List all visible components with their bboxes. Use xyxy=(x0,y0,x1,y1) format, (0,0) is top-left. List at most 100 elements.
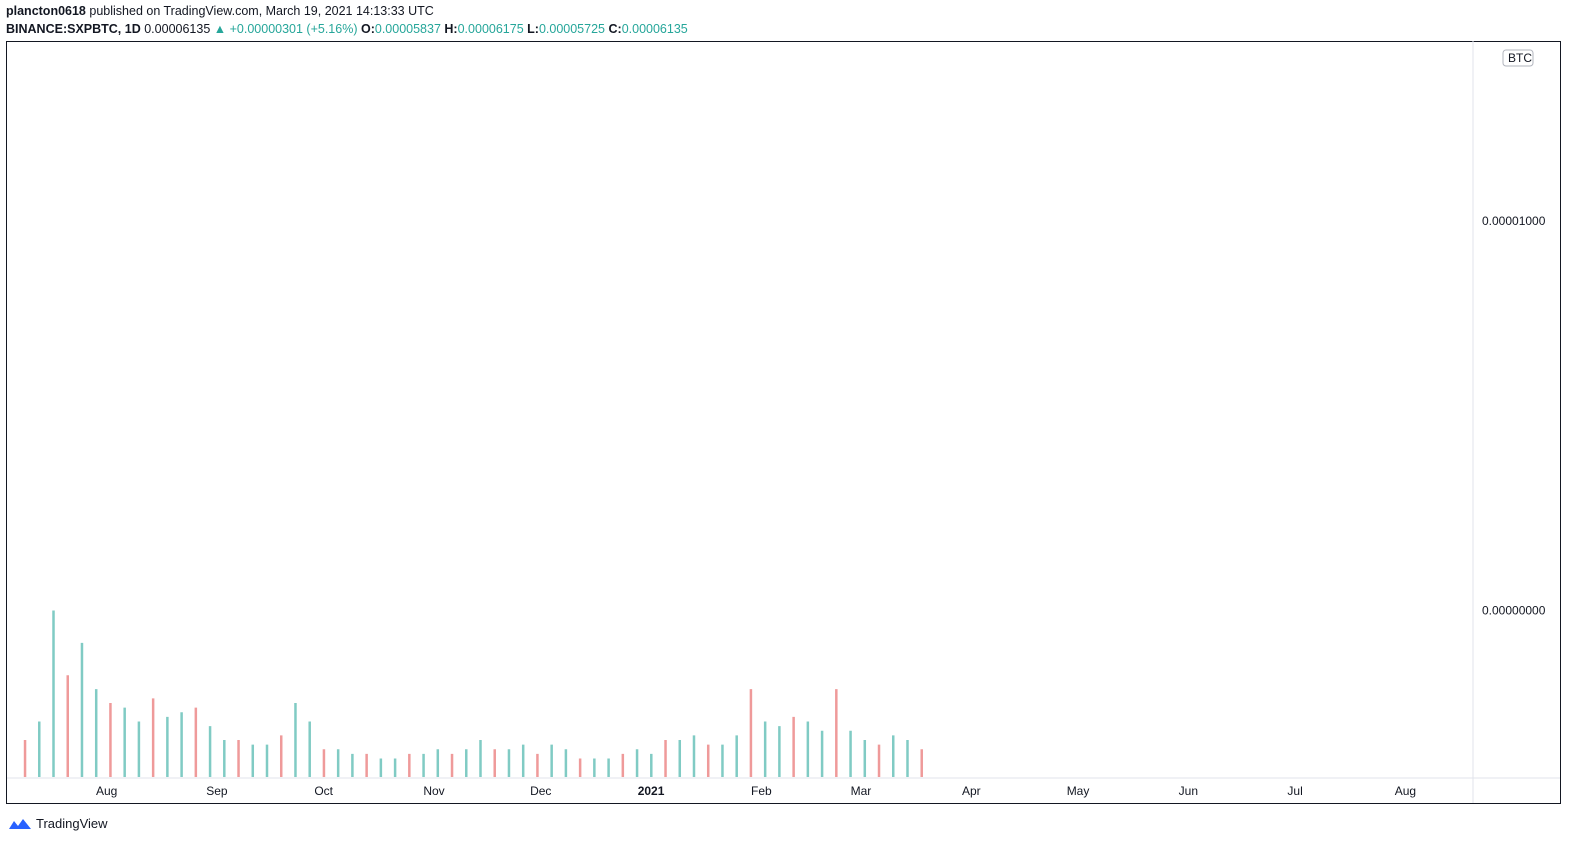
volume-bar xyxy=(94,689,98,777)
publish-header: plancton0618 published on TradingView.co… xyxy=(6,4,434,18)
volume-bar xyxy=(721,744,724,777)
volume-bar xyxy=(664,740,667,777)
volume-bar xyxy=(436,749,440,777)
symbol-legend: BINANCE:SXPBTC, 1D 0.00006135 ▲ +0.00000… xyxy=(6,22,688,36)
volume-bar xyxy=(336,749,340,777)
volume-bar xyxy=(621,753,625,777)
volume-bar xyxy=(749,689,753,777)
volume-bar xyxy=(38,721,41,777)
volume-bar xyxy=(877,744,881,777)
volume-bar xyxy=(607,758,610,777)
symbol-label: BINANCE:SXPBTC, 1D xyxy=(6,22,141,36)
high-value: 0.00006175 xyxy=(457,22,524,36)
volume-bar xyxy=(465,749,468,777)
volume-bar xyxy=(835,689,838,777)
volume-bar xyxy=(763,721,767,777)
volume-bar xyxy=(351,753,354,777)
volume-bar xyxy=(180,712,183,777)
publish-info: published on TradingView.com, March 19, … xyxy=(89,4,434,18)
close-label: C: xyxy=(608,22,622,36)
volume-bar xyxy=(151,698,155,777)
volume-bar xyxy=(52,610,55,777)
volume-bar xyxy=(450,753,454,777)
volume-bar xyxy=(593,758,596,777)
footer: TradingView xyxy=(8,816,108,831)
volume-bar xyxy=(521,744,525,777)
volume-bar xyxy=(820,730,824,777)
volume-bar xyxy=(251,744,255,777)
volume-bar xyxy=(265,744,269,777)
volume-bar xyxy=(678,740,682,777)
chart-frame[interactable] xyxy=(6,41,1561,804)
x-tick-label: Apr xyxy=(962,784,981,798)
currency-badge-label: BTC xyxy=(1508,51,1532,65)
volume-bar xyxy=(692,735,696,777)
volume-bar xyxy=(66,675,69,777)
volume-bar xyxy=(792,716,795,777)
volume-bar xyxy=(564,749,568,777)
volume-bar xyxy=(166,716,169,777)
open-value: 0.00005837 xyxy=(374,22,441,36)
x-tick-label: Aug xyxy=(96,784,117,798)
volume-bar xyxy=(479,740,482,777)
volume-bar xyxy=(578,758,582,777)
x-tick-label: Jul xyxy=(1287,784,1302,798)
volume-bar xyxy=(237,740,240,777)
volume-layer xyxy=(23,610,923,777)
volume-bar xyxy=(137,721,141,777)
volume-bar xyxy=(550,744,553,777)
x-tick-label: 2021 xyxy=(638,784,665,798)
volume-bar xyxy=(536,753,539,777)
close-value: 0.00006135 xyxy=(621,22,688,36)
volume-bar xyxy=(920,749,923,777)
x-tick-label: Oct xyxy=(314,784,333,798)
price-change: ▲ +0.00000301 (+5.16%) xyxy=(213,22,358,36)
volume-bar xyxy=(906,740,909,777)
x-tick-label: Jun xyxy=(1179,784,1198,798)
volume-bar xyxy=(422,753,425,777)
y-tick-label: 0.00001000 xyxy=(1482,214,1546,228)
volume-bar xyxy=(408,753,411,777)
low-value: 0.00005725 xyxy=(538,22,605,36)
volume-bar xyxy=(208,726,212,777)
x-tick-label: May xyxy=(1067,784,1090,798)
volume-bar xyxy=(393,758,397,777)
volume-bar xyxy=(892,735,895,777)
volume-bar xyxy=(806,721,810,777)
x-tick-label: Feb xyxy=(751,784,772,798)
volume-bar xyxy=(379,758,383,777)
volume-bar xyxy=(109,703,112,777)
volume-bar xyxy=(778,726,781,777)
volume-bar xyxy=(635,749,639,777)
volume-bar xyxy=(507,749,511,777)
volume-bar xyxy=(322,749,326,777)
last-price: 0.00006135 xyxy=(144,22,211,36)
x-tick-label: Dec xyxy=(530,784,551,798)
x-tick-label: Mar xyxy=(851,784,872,798)
y-tick-label: 0.00000000 xyxy=(1482,604,1546,618)
volume-bar xyxy=(849,730,852,777)
volume-bar xyxy=(194,707,198,777)
footer-brand[interactable]: TradingView xyxy=(36,816,108,831)
volume-bar xyxy=(23,740,27,777)
volume-bar xyxy=(735,735,738,777)
volume-bar xyxy=(223,740,226,777)
volume-bar xyxy=(650,753,653,777)
volume-bar xyxy=(706,744,710,777)
low-label: L: xyxy=(527,22,539,36)
x-tick-label: Aug xyxy=(1395,784,1416,798)
high-label: H: xyxy=(444,22,458,36)
tradingview-logo-icon xyxy=(9,818,31,829)
currency-badge xyxy=(1502,49,1534,67)
axis-layer: 0.000000000.00001000BTC0.0000613509:46:2… xyxy=(7,41,1560,803)
volume-bar xyxy=(493,749,496,777)
volume-bar xyxy=(863,740,867,777)
volume-bar xyxy=(294,703,297,777)
volume-bar xyxy=(80,642,84,777)
volume-bar xyxy=(308,721,311,777)
volume-bar xyxy=(365,753,368,777)
open-label: O: xyxy=(360,22,375,36)
x-tick-label: Sep xyxy=(206,784,228,798)
author-name[interactable]: plancton0618 xyxy=(6,4,86,18)
